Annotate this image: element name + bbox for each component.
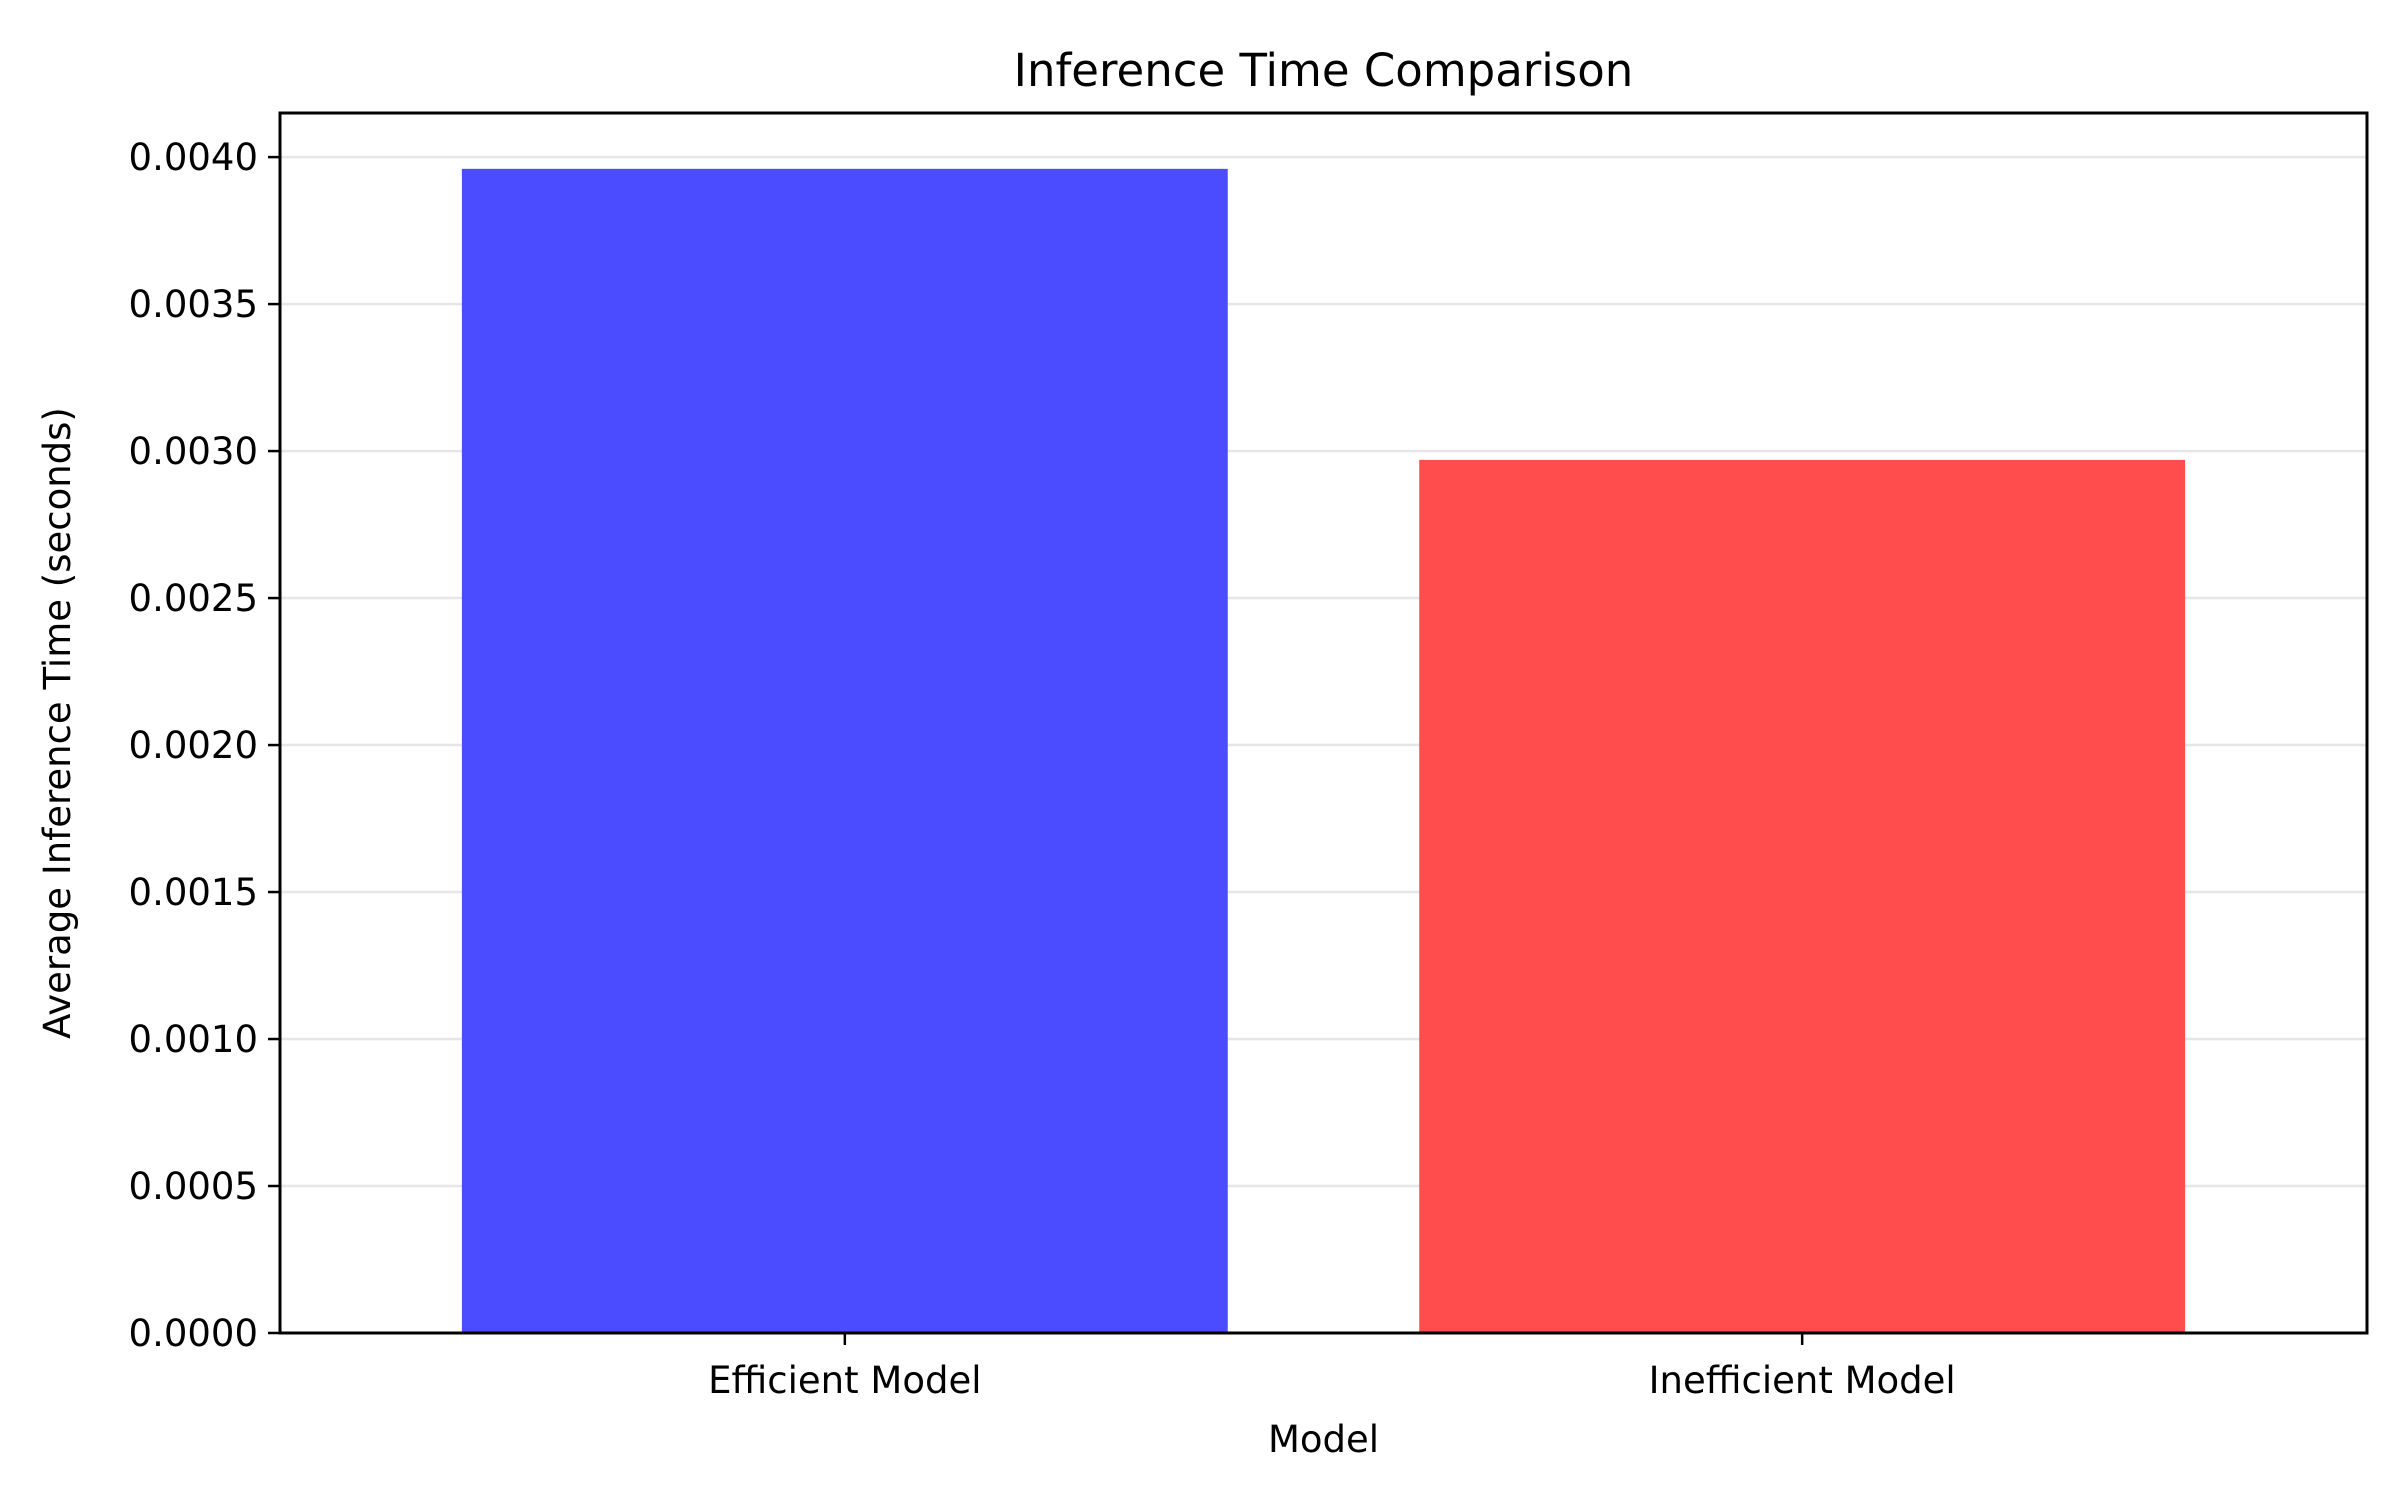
x-axis-ticks: Efficient Model Inefficient Model [708,1333,1956,1402]
bar-inefficient-model [1419,459,2186,1333]
y-tick-label: 0.0010 [129,1018,258,1061]
x-tick-label: Inefficient Model [1649,1359,1956,1402]
y-tick-label: 0.0035 [129,283,258,326]
y-tick-label: 0.0000 [129,1312,258,1355]
x-tick-label: Efficient Model [708,1359,981,1402]
y-axis-title: Average Inference Time (seconds) [36,407,79,1039]
y-tick-label: 0.0040 [129,136,258,179]
plot-frame [278,111,2369,1335]
y-axis-ticks: 0.0000 0.0005 0.0010 0.0015 0.0020 0.0025 0.00… [129,136,280,1355]
y-tick-label: 0.0030 [129,430,258,473]
y-tick-label: 0.0015 [129,871,258,914]
chart-title: Inference Time Comparison [1014,44,1634,97]
bar-efficient-model [461,168,1228,1333]
bars [461,168,2186,1333]
y-tick-label: 0.0025 [129,577,258,620]
y-tick-label: 0.0020 [129,724,258,767]
y-tick-label: 0.0005 [129,1165,258,1208]
x-axis-title: Model [1268,1418,1379,1461]
